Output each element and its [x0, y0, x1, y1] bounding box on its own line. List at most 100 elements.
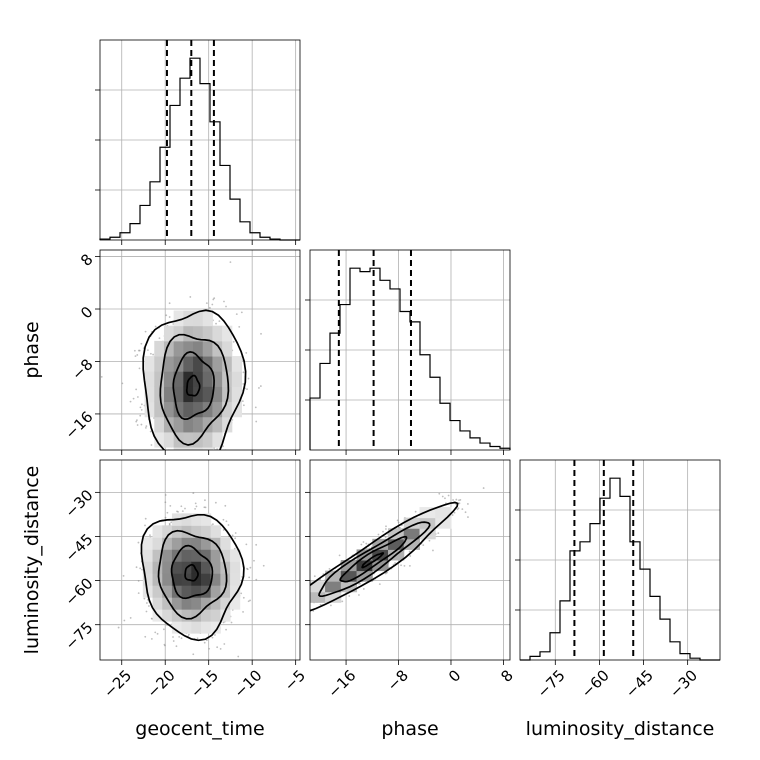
- scatter-point: [307, 602, 309, 604]
- density-cell: [183, 356, 194, 372]
- y-tick-label: 8: [77, 250, 96, 269]
- density-cell: [193, 356, 204, 372]
- density-cell: [325, 581, 342, 593]
- density-cell: [310, 591, 326, 603]
- density-cell: [222, 325, 233, 342]
- density-cell: [325, 591, 342, 603]
- density-cell: [231, 356, 242, 372]
- density-cell: [220, 549, 231, 562]
- density-cell: [435, 507, 452, 519]
- density-cell: [191, 537, 202, 550]
- scatter-point: [242, 611, 244, 613]
- density-cell: [163, 325, 175, 342]
- scatter-point: [144, 330, 147, 333]
- scatter-point: [214, 501, 217, 504]
- scatter-point: [238, 325, 241, 328]
- scatter-point: [150, 638, 153, 640]
- scatter-point: [216, 448, 219, 450]
- density-cell: [152, 549, 163, 562]
- scatter-point: [172, 640, 175, 642]
- density-cell: [193, 371, 204, 387]
- scatter-point: [274, 613, 276, 615]
- density-cell: [162, 561, 173, 574]
- scatter-point: [145, 457, 147, 459]
- scatter-point: [229, 261, 232, 264]
- scatter-point: [162, 628, 165, 631]
- scatter-point: [234, 532, 237, 534]
- scatter-point: [154, 325, 157, 328]
- density-cell: [202, 340, 213, 357]
- density-cell: [142, 573, 154, 586]
- scatter-point: [458, 499, 460, 502]
- scatter-point: [164, 501, 167, 504]
- scatter-point: [219, 647, 222, 650]
- density-cell: [403, 528, 421, 540]
- scatter-point: [254, 630, 256, 632]
- x-tick-label: −5: [281, 666, 309, 694]
- scatter-point: [274, 619, 276, 621]
- scatter-point: [149, 430, 152, 433]
- scatter-point: [154, 631, 157, 634]
- scatter-point: [152, 353, 155, 356]
- scatter-point: [263, 617, 265, 619]
- contour-level-2: [172, 351, 215, 421]
- density-cell: [419, 528, 436, 540]
- density-cell: [340, 560, 358, 572]
- x-tick-label: 8: [497, 666, 516, 685]
- density-cell: [230, 549, 241, 562]
- density-cell: [202, 310, 213, 327]
- density-cell: [403, 517, 421, 529]
- density-cell: [212, 325, 223, 342]
- scatter-point: [140, 409, 143, 411]
- density-cell: [220, 573, 231, 586]
- scatter-point: [213, 486, 215, 488]
- density-cell: [372, 549, 389, 561]
- density-cell: [230, 561, 241, 574]
- scatter-point: [196, 454, 198, 456]
- scatter-point: [296, 615, 298, 617]
- density-cell: [222, 356, 233, 372]
- scatter-point: [129, 400, 132, 403]
- scatter-point: [279, 615, 281, 617]
- scatter-point: [156, 632, 159, 635]
- scatter-point: [384, 536, 387, 538]
- scatter-point: [144, 635, 147, 638]
- x-tick-label: −20: [144, 666, 179, 701]
- scatter-point: [167, 457, 169, 459]
- scatter-point: [205, 639, 208, 642]
- x-axis-label-luminosity_distance: luminosity_distance: [526, 718, 715, 740]
- scatter-point: [247, 377, 250, 380]
- density-cell: [154, 401, 165, 418]
- scatter-point: [270, 630, 272, 632]
- scatter-point: [133, 349, 136, 352]
- scatter-point: [168, 302, 171, 305]
- scatter-point: [135, 420, 138, 423]
- density-cell: [171, 597, 183, 610]
- density-cell: [173, 356, 184, 372]
- density-cell: [162, 585, 173, 598]
- density-cell: [193, 325, 204, 342]
- scatter-point: [398, 526, 400, 529]
- contour-level-0: [310, 501, 459, 612]
- density-cell: [200, 621, 212, 634]
- scatter-point: [145, 425, 148, 428]
- density-cell: [181, 537, 192, 550]
- scatter-point: [258, 387, 260, 389]
- scatter-point: [377, 533, 380, 536]
- scatter-point: [223, 489, 225, 491]
- scatter-point: [482, 487, 485, 489]
- scatter-point: [140, 403, 143, 406]
- contour-level-1: [159, 333, 230, 446]
- contour-level-1: [157, 529, 228, 620]
- scatter-point: [461, 508, 464, 511]
- scatter-point: [175, 469, 177, 471]
- density-cell: [193, 401, 204, 418]
- scatter-point: [273, 631, 275, 633]
- scatter-point: [174, 469, 176, 471]
- density-cell: [210, 621, 221, 634]
- scatter-point: [230, 621, 233, 624]
- density-cell: [212, 356, 223, 372]
- scatter-point: [129, 617, 132, 619]
- joint-panel-phase_vs_geocent_time: [95, 249, 301, 491]
- scatter-point: [117, 626, 120, 629]
